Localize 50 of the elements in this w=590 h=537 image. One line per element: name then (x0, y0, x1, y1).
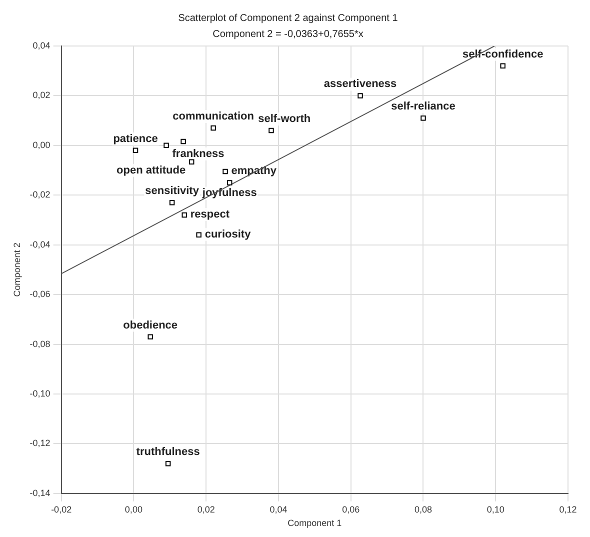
point (188, 159, 194, 164)
point (222, 168, 228, 174)
y-tick-label: 0,02 (32, 90, 50, 100)
point (148, 334, 153, 340)
annotation: curiosity (204, 228, 252, 240)
point (210, 125, 216, 131)
annotation: frankness (172, 148, 224, 160)
y-tick-label: -0,10 (30, 388, 50, 398)
point (358, 93, 363, 98)
y-tick-label: -0,04 (30, 239, 50, 250)
annotation: assertiveness (324, 78, 397, 90)
annotation: sensitivity (145, 185, 200, 198)
point (420, 115, 426, 121)
x-tick-label: 0,02 (197, 504, 215, 514)
point (169, 200, 175, 206)
y-tick-label: -0,08 (30, 338, 50, 349)
y-tick-label: -0,14 (30, 488, 50, 498)
x-tick-label: 0,04 (270, 504, 288, 514)
x-tick-label: 0,08 (414, 504, 432, 514)
x-tick-label: 0,00 (124, 504, 142, 514)
chart-subtitle: Component 2 = -0,0363+0,7655*x (212, 28, 364, 40)
point (182, 212, 187, 218)
x-axis-title: Component 1 (288, 518, 342, 528)
point (226, 180, 232, 186)
annotation: patience (113, 132, 158, 145)
y-tick-label: -0,02 (30, 190, 50, 200)
point (164, 142, 169, 148)
point (180, 138, 186, 144)
point (268, 128, 274, 134)
annotation: respect (190, 208, 230, 221)
x-tick-label: -0,02 (51, 504, 72, 514)
y-axis-title: Component 2 (12, 242, 22, 297)
x-tick-label: 0,10 (486, 504, 504, 514)
annotation: obedience (123, 319, 178, 332)
x-tick-label: 0,12 (559, 504, 577, 514)
y-tick-label: 0,04 (32, 40, 50, 50)
point (500, 63, 506, 69)
annotation: communication (172, 110, 254, 123)
x-tick-label: 0,06 (342, 504, 360, 514)
point (165, 460, 171, 466)
point (132, 148, 138, 154)
chart-title: Scatterplot of Component 2 against Component 1 (178, 12, 398, 24)
annotation: self-reliance (391, 100, 456, 113)
annotation: open attitude (116, 164, 186, 176)
y-tick-label: -0,06 (30, 289, 50, 300)
point (196, 232, 202, 238)
annotation: truthfulness (136, 446, 200, 458)
y-tick-label: -0,12 (30, 438, 50, 448)
y-tick-label: 0,00 (32, 140, 50, 150)
annotation: self-worth (258, 113, 311, 126)
